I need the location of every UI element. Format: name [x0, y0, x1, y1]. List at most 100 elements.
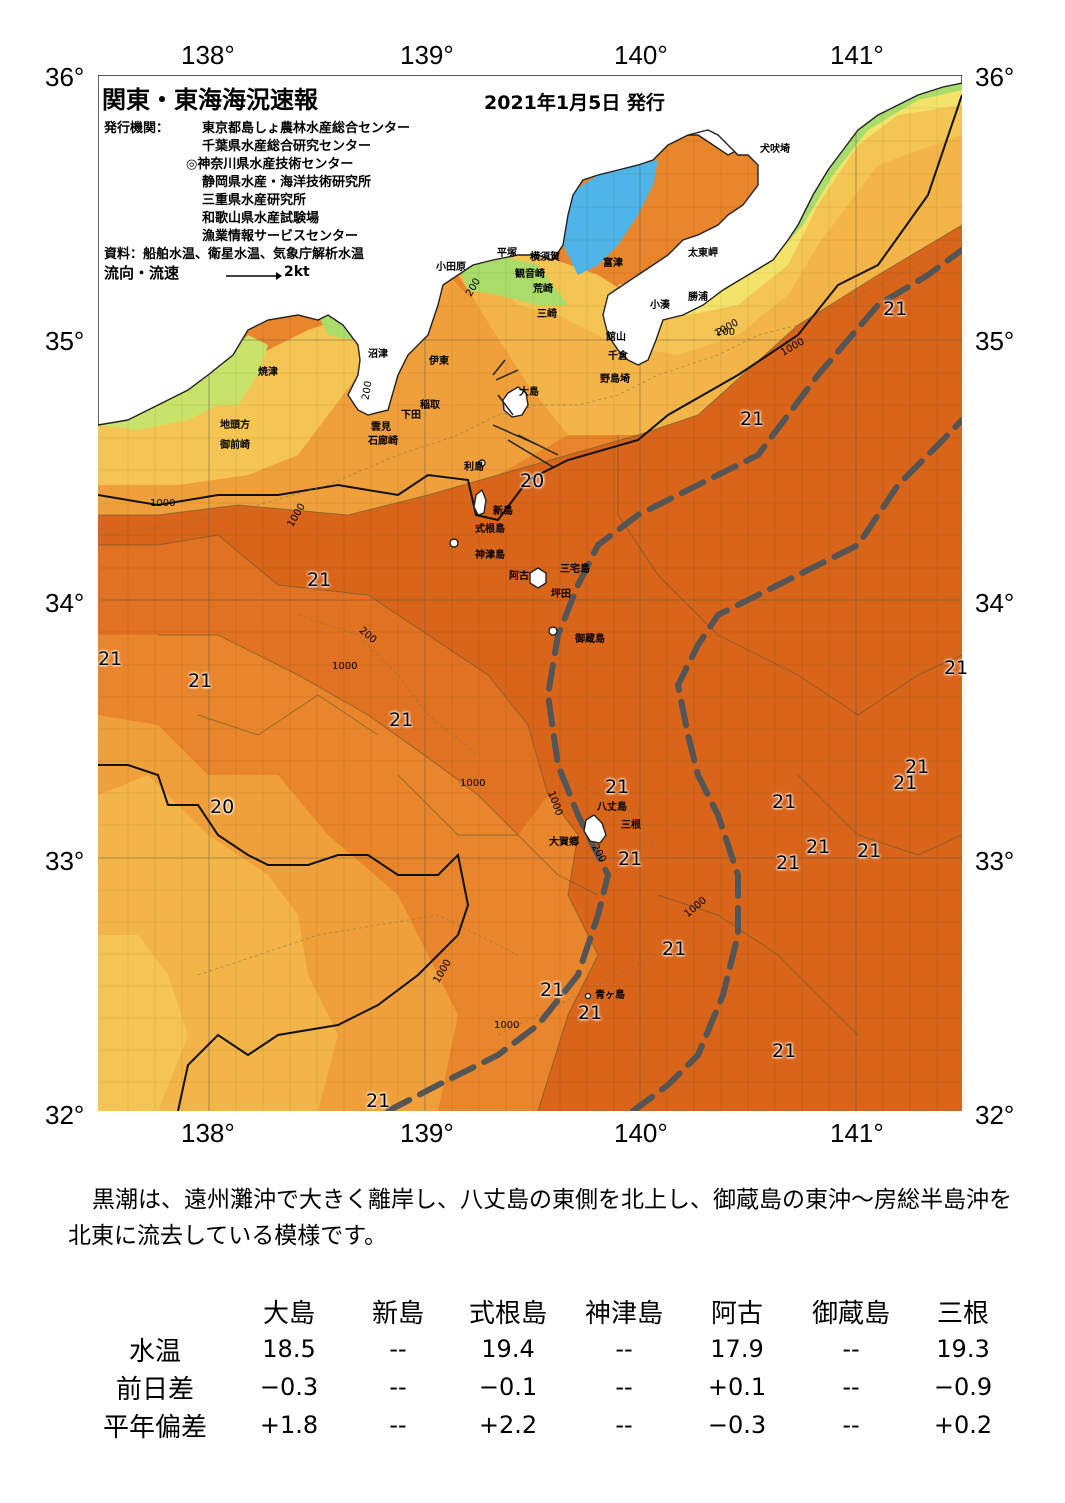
map-title: 関東・東海海況速報 — [102, 86, 318, 114]
table-header-row: 大島 新島 式根島 神津島 阿古 御蔵島 三根 — [80, 1292, 1018, 1330]
organization-item: 千葉県水産総合研究センター — [202, 139, 372, 154]
contour-label: 1000 — [332, 661, 358, 672]
table-cell: +0.1 — [707, 1373, 767, 1401]
sea-coolest-sw — [98, 935, 188, 1111]
temperature-label: 21 — [307, 569, 332, 591]
column-header: 三根 — [936, 1298, 989, 1329]
column-header: 神津島 — [584, 1298, 663, 1329]
table-cell: +1.8 — [259, 1411, 319, 1439]
temperature-label: 20 — [520, 470, 545, 492]
temperature-label: 21 — [662, 938, 687, 960]
column-header: 阿古 — [710, 1298, 763, 1329]
lat-right-36: 36° — [975, 62, 1015, 92]
lon-top-139: 139° — [400, 40, 454, 70]
lat-left-34: 34° — [45, 588, 85, 618]
place-label: 沼津 — [368, 349, 388, 360]
place-label: 三宅島 — [560, 564, 590, 575]
place-label: 新島 — [493, 506, 513, 517]
column-header: 新島 — [371, 1298, 424, 1329]
sea-temperature-map — [98, 75, 962, 1111]
place-label: 犬吠埼 — [760, 144, 790, 155]
lon-bottom-138: 138° — [181, 1118, 235, 1148]
table-cell: +2.2 — [478, 1411, 538, 1439]
place-label: 富津 — [603, 258, 623, 269]
temperature-label: 21 — [772, 791, 797, 813]
lat-right-35: 35° — [975, 326, 1015, 356]
place-label: 神津島 — [475, 550, 505, 561]
place-label: 御前崎 — [220, 440, 250, 451]
shikinejima-island — [449, 538, 459, 548]
table-corner — [80, 1292, 230, 1330]
place-label: 阿古 — [509, 571, 529, 582]
table-cell: -- — [389, 1335, 407, 1363]
lon-bottom-141: 141° — [830, 1118, 884, 1148]
place-label: 荒崎 — [533, 284, 553, 295]
place-label: 平塚 — [497, 248, 517, 259]
place-label: 利島 — [464, 462, 484, 473]
organization-item: 漁業情報サービスセンター — [202, 229, 359, 244]
temperature-label: 21 — [389, 709, 414, 731]
table-cell: -- — [842, 1411, 860, 1439]
organization-item: 東京都島しょ農林水産総合センター — [202, 121, 411, 136]
lat-left-35: 35° — [45, 326, 85, 356]
table-cell: -- — [615, 1335, 633, 1363]
flow-scale-value: 2kt — [284, 264, 310, 280]
table-row: 平年偏差 +1.8 -- +2.2 -- −0.3 -- +0.2 — [80, 1406, 1018, 1444]
place-label: 下田 — [401, 410, 421, 421]
place-label: 石廊崎 — [368, 436, 398, 447]
organization-item: ◎神奈川県水産技術センター — [186, 157, 354, 172]
temperature-label: 21 — [857, 840, 882, 862]
place-label: 太東岬 — [688, 248, 718, 259]
summary-text: 黒潮は、遠州灘沖で大きく離岸し、八丈島の東側を北上し、御蔵島の東沖～房総半島沖を… — [68, 1187, 1012, 1249]
table-cell: −0.3 — [707, 1411, 767, 1439]
flow-arrows — [492, 359, 559, 468]
depth-contours — [98, 234, 962, 1036]
station-stats-table: 大島 新島 式根島 神津島 阿古 御蔵島 三根 水温 18.5 -- 19.4 … — [80, 1292, 1018, 1444]
place-label: 青ヶ島 — [595, 990, 625, 1001]
temperature-label: 21 — [618, 848, 643, 870]
organization-item: 三重県水産研究所 — [202, 193, 307, 208]
lat-right-34: 34° — [975, 588, 1015, 618]
place-label: 大賀郷 — [549, 837, 579, 848]
place-label: 稲取 — [420, 400, 440, 411]
temperature-label: 21 — [605, 776, 630, 798]
lat-right-32: 32° — [975, 1100, 1015, 1130]
flow-scale-arrow-icon — [226, 272, 282, 280]
row-label: 平年偏差 — [102, 1412, 207, 1443]
column-header: 御蔵島 — [811, 1298, 890, 1329]
sea-coastal-yellow-w — [98, 315, 388, 485]
column-header: 式根島 — [468, 1298, 547, 1329]
lon-bottom-139: 139° — [400, 1118, 454, 1148]
temperature-label: 21 — [772, 1040, 797, 1062]
place-label: 横須賀 — [530, 252, 560, 263]
land — [98, 75, 962, 1000]
table-cell: +0.2 — [933, 1411, 993, 1439]
column-header: 大島 — [262, 1298, 315, 1329]
kuroshio-axis — [385, 247, 962, 1111]
table-cell: -- — [615, 1373, 633, 1401]
table-cell: 19.3 — [936, 1335, 990, 1363]
temperature-label: 21 — [944, 657, 969, 679]
isotherm-20 — [98, 94, 962, 1111]
lon-top-140: 140° — [614, 40, 668, 70]
place-label: 伊東 — [429, 356, 449, 367]
toshima-island — [478, 459, 486, 467]
lat-left-33: 33° — [45, 846, 85, 876]
lat-left-36: 36° — [45, 62, 85, 92]
table-cell: -- — [389, 1411, 407, 1439]
sea-warm-band — [98, 535, 548, 835]
place-label: 地頭方 — [220, 420, 250, 431]
temperature-label: 21 — [883, 298, 908, 320]
contour-label: 1000 — [460, 778, 486, 789]
table-cell: -- — [389, 1373, 407, 1401]
niijima-island — [473, 488, 487, 516]
table-cell: −0.1 — [478, 1373, 538, 1401]
place-label: 千倉 — [608, 351, 628, 362]
temperature-label: 21 — [540, 979, 565, 1001]
place-label: 坪田 — [551, 589, 571, 600]
row-label: 水温 — [128, 1336, 181, 1367]
place-label: 大島 — [519, 387, 539, 398]
lat-right-33: 33° — [975, 846, 1015, 876]
contour-label: 1000 — [494, 1020, 520, 1031]
data-source: 資料：船舶水温、衛星水温、気象庁解析水温 — [104, 247, 365, 262]
